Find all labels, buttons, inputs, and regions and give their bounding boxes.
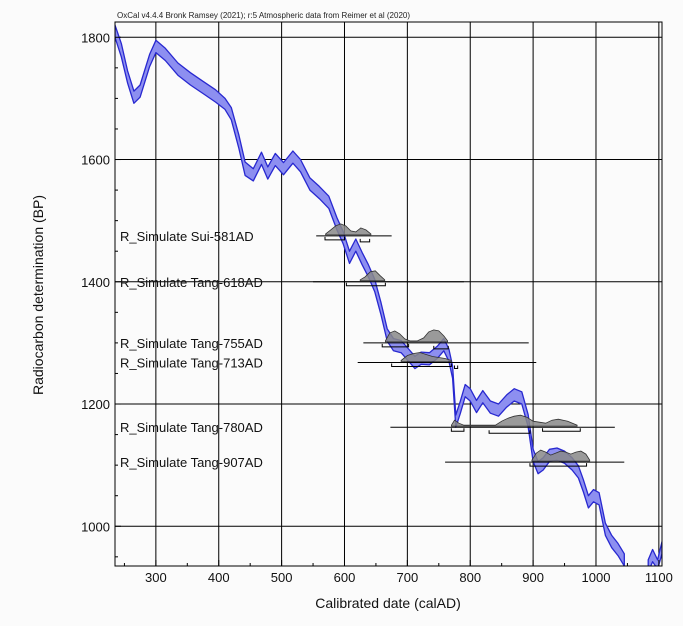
sample-label: R_Simulate Sui-581AD bbox=[120, 229, 254, 244]
y-axis-title: Radiocarbon determination (BP) bbox=[30, 195, 46, 395]
hpd-range-bracket bbox=[324, 236, 345, 241]
x-tick-label: 400 bbox=[208, 570, 230, 585]
y-tick-label: 1000 bbox=[81, 519, 110, 534]
calibration-curve-band bbox=[115, 24, 625, 566]
y-tick-label: 1200 bbox=[81, 397, 110, 412]
hpd-range-bracket bbox=[542, 428, 581, 432]
sample-label: R_Simulate Tang-713AD bbox=[120, 355, 263, 370]
x-tick-label: 700 bbox=[397, 570, 419, 585]
hpd-range-bracket bbox=[488, 430, 531, 434]
hpd-range-bracket bbox=[529, 463, 588, 467]
x-tick-label: 300 bbox=[145, 570, 167, 585]
posterior-distribution bbox=[325, 223, 372, 236]
y-tick-label: 1600 bbox=[81, 153, 110, 168]
sample-label: R_Simulate Tang-618AD bbox=[120, 275, 263, 290]
hpd-range-bracket bbox=[359, 238, 371, 243]
posterior-distribution bbox=[384, 329, 449, 343]
x-axis-title: Calibrated date (calAD) bbox=[315, 595, 461, 611]
x-tick-label: 500 bbox=[271, 570, 293, 585]
posterior-distribution bbox=[531, 449, 591, 462]
hpd-range-bracket bbox=[391, 363, 452, 367]
x-tick-label: 900 bbox=[522, 570, 544, 585]
sample-label: R_Simulate Tang-780AD bbox=[120, 420, 263, 435]
hpd-range-bracket bbox=[433, 345, 449, 350]
posterior-distribution bbox=[450, 414, 578, 427]
plot-area: R_Simulate Sui-581AD R_Simulate Tang-618A… bbox=[81, 21, 673, 585]
x-tick-label: 1000 bbox=[582, 570, 611, 585]
x-tick-label: 600 bbox=[334, 570, 356, 585]
posterior-distribution bbox=[400, 352, 452, 362]
hpd-range-bracket bbox=[450, 428, 465, 432]
x-tick-label: 1100 bbox=[645, 570, 673, 585]
hpd-range-bracket bbox=[345, 282, 386, 287]
y-tick-label: 1400 bbox=[81, 275, 110, 290]
calibration-curve-group bbox=[115, 24, 662, 566]
sample-label: R_Simulate Tang-755AD bbox=[120, 336, 263, 351]
x-tick-label: 800 bbox=[459, 570, 481, 585]
plot-frame bbox=[114, 21, 663, 567]
sample-label: R_Simulate Tang-907AD bbox=[120, 455, 263, 470]
chart-credit: OxCal v4.4.4 Bronk Ramsey (2021); r:5 At… bbox=[117, 11, 410, 20]
y-tick-label: 1800 bbox=[81, 30, 110, 45]
calibration-curve-tail bbox=[647, 540, 662, 566]
hpd-range-bracket bbox=[454, 365, 459, 369]
hpd-range-bracket bbox=[381, 343, 410, 348]
posterior-distribution bbox=[359, 270, 386, 282]
